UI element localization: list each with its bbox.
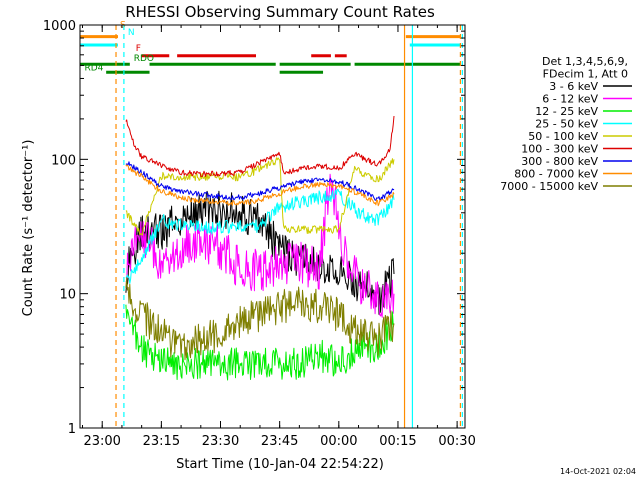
annotation-f: F — [136, 44, 141, 54]
x-axis-label: Start Time (10-Jan-04 22:54:22) — [176, 457, 384, 472]
footer-timestamp: 14-Oct-2021 02:04 — [560, 467, 636, 476]
legend-label-25-50-kev: 25 - 50 keV — [535, 118, 598, 131]
annotation-n: N — [128, 28, 135, 38]
series-line-25-50-kev — [125, 188, 395, 284]
legend-header-1: FDecim 1, Att 0 — [543, 68, 628, 81]
legend-label-800-7000-kev: 800 - 7000 keV — [514, 168, 598, 181]
series-line-100-300-kev — [125, 115, 395, 177]
legend-label-12-25-kev: 12 - 25 keV — [535, 105, 598, 118]
series-line-3-6-kev — [125, 190, 395, 315]
axis-ticks: 23:00 23:15 23:30 23:45 00:00 00:15 00:30 1 10 10… — [43, 19, 476, 449]
legend-header-0: Det 1,3,4,5,6,9, — [542, 55, 628, 68]
x-tick-label-23-00: 23:00 — [83, 434, 120, 449]
y-tick-label-100: 100 — [51, 153, 76, 168]
annotation-rd4: RD4 — [84, 63, 103, 73]
series-line-800-7000-kev — [125, 164, 395, 207]
series-lines — [125, 115, 395, 381]
x-tick-label-00-15: 00:15 — [379, 434, 416, 449]
legend-label-50-100-kev: 50 - 100 keV — [528, 130, 598, 143]
legend-label-100-300-kev: 100 - 300 keV — [521, 143, 598, 156]
y-tick-label-1: 1 — [68, 422, 76, 437]
x-tick-label-23-45: 23:45 — [261, 434, 298, 449]
plot-frame — [79, 24, 466, 429]
legend-label-300-800-kev: 300 - 800 keV — [521, 155, 598, 168]
series-line-300-800-kev — [125, 161, 395, 201]
y-axis-label: Count Rate (s⁻¹ detector⁻¹) — [21, 140, 36, 317]
series-line-12-25-kev — [125, 304, 395, 381]
vertical-markers — [115, 25, 463, 428]
x-tick-label-23-15: 23:15 — [143, 434, 180, 449]
series-line-7000-15000-kev — [125, 277, 395, 361]
y-tick-label-10: 10 — [59, 288, 76, 303]
legend-label-7000-15000-kev: 7000 - 15000 keV — [500, 180, 598, 193]
x-tick-label-00-00: 00:00 — [320, 434, 357, 449]
x-tick-label-23-30: 23:30 — [202, 434, 239, 449]
series-line-6-12-kev — [125, 173, 395, 318]
annotation-rdo: RDO — [134, 54, 154, 64]
y-tick-label-1000: 1000 — [43, 19, 76, 34]
legend-label-3-6-kev: 3 - 6 keV — [549, 80, 598, 93]
chart-title: RHESSI Observing Summary Count Rates — [125, 3, 435, 21]
x-tick-label-00-30: 00:30 — [438, 434, 475, 449]
legend-label-6-12-kev: 6 - 12 keV — [542, 93, 598, 106]
legend: Det 1,3,4,5,6,9,FDecim 1, Att 03 - 6 keV… — [500, 55, 632, 193]
